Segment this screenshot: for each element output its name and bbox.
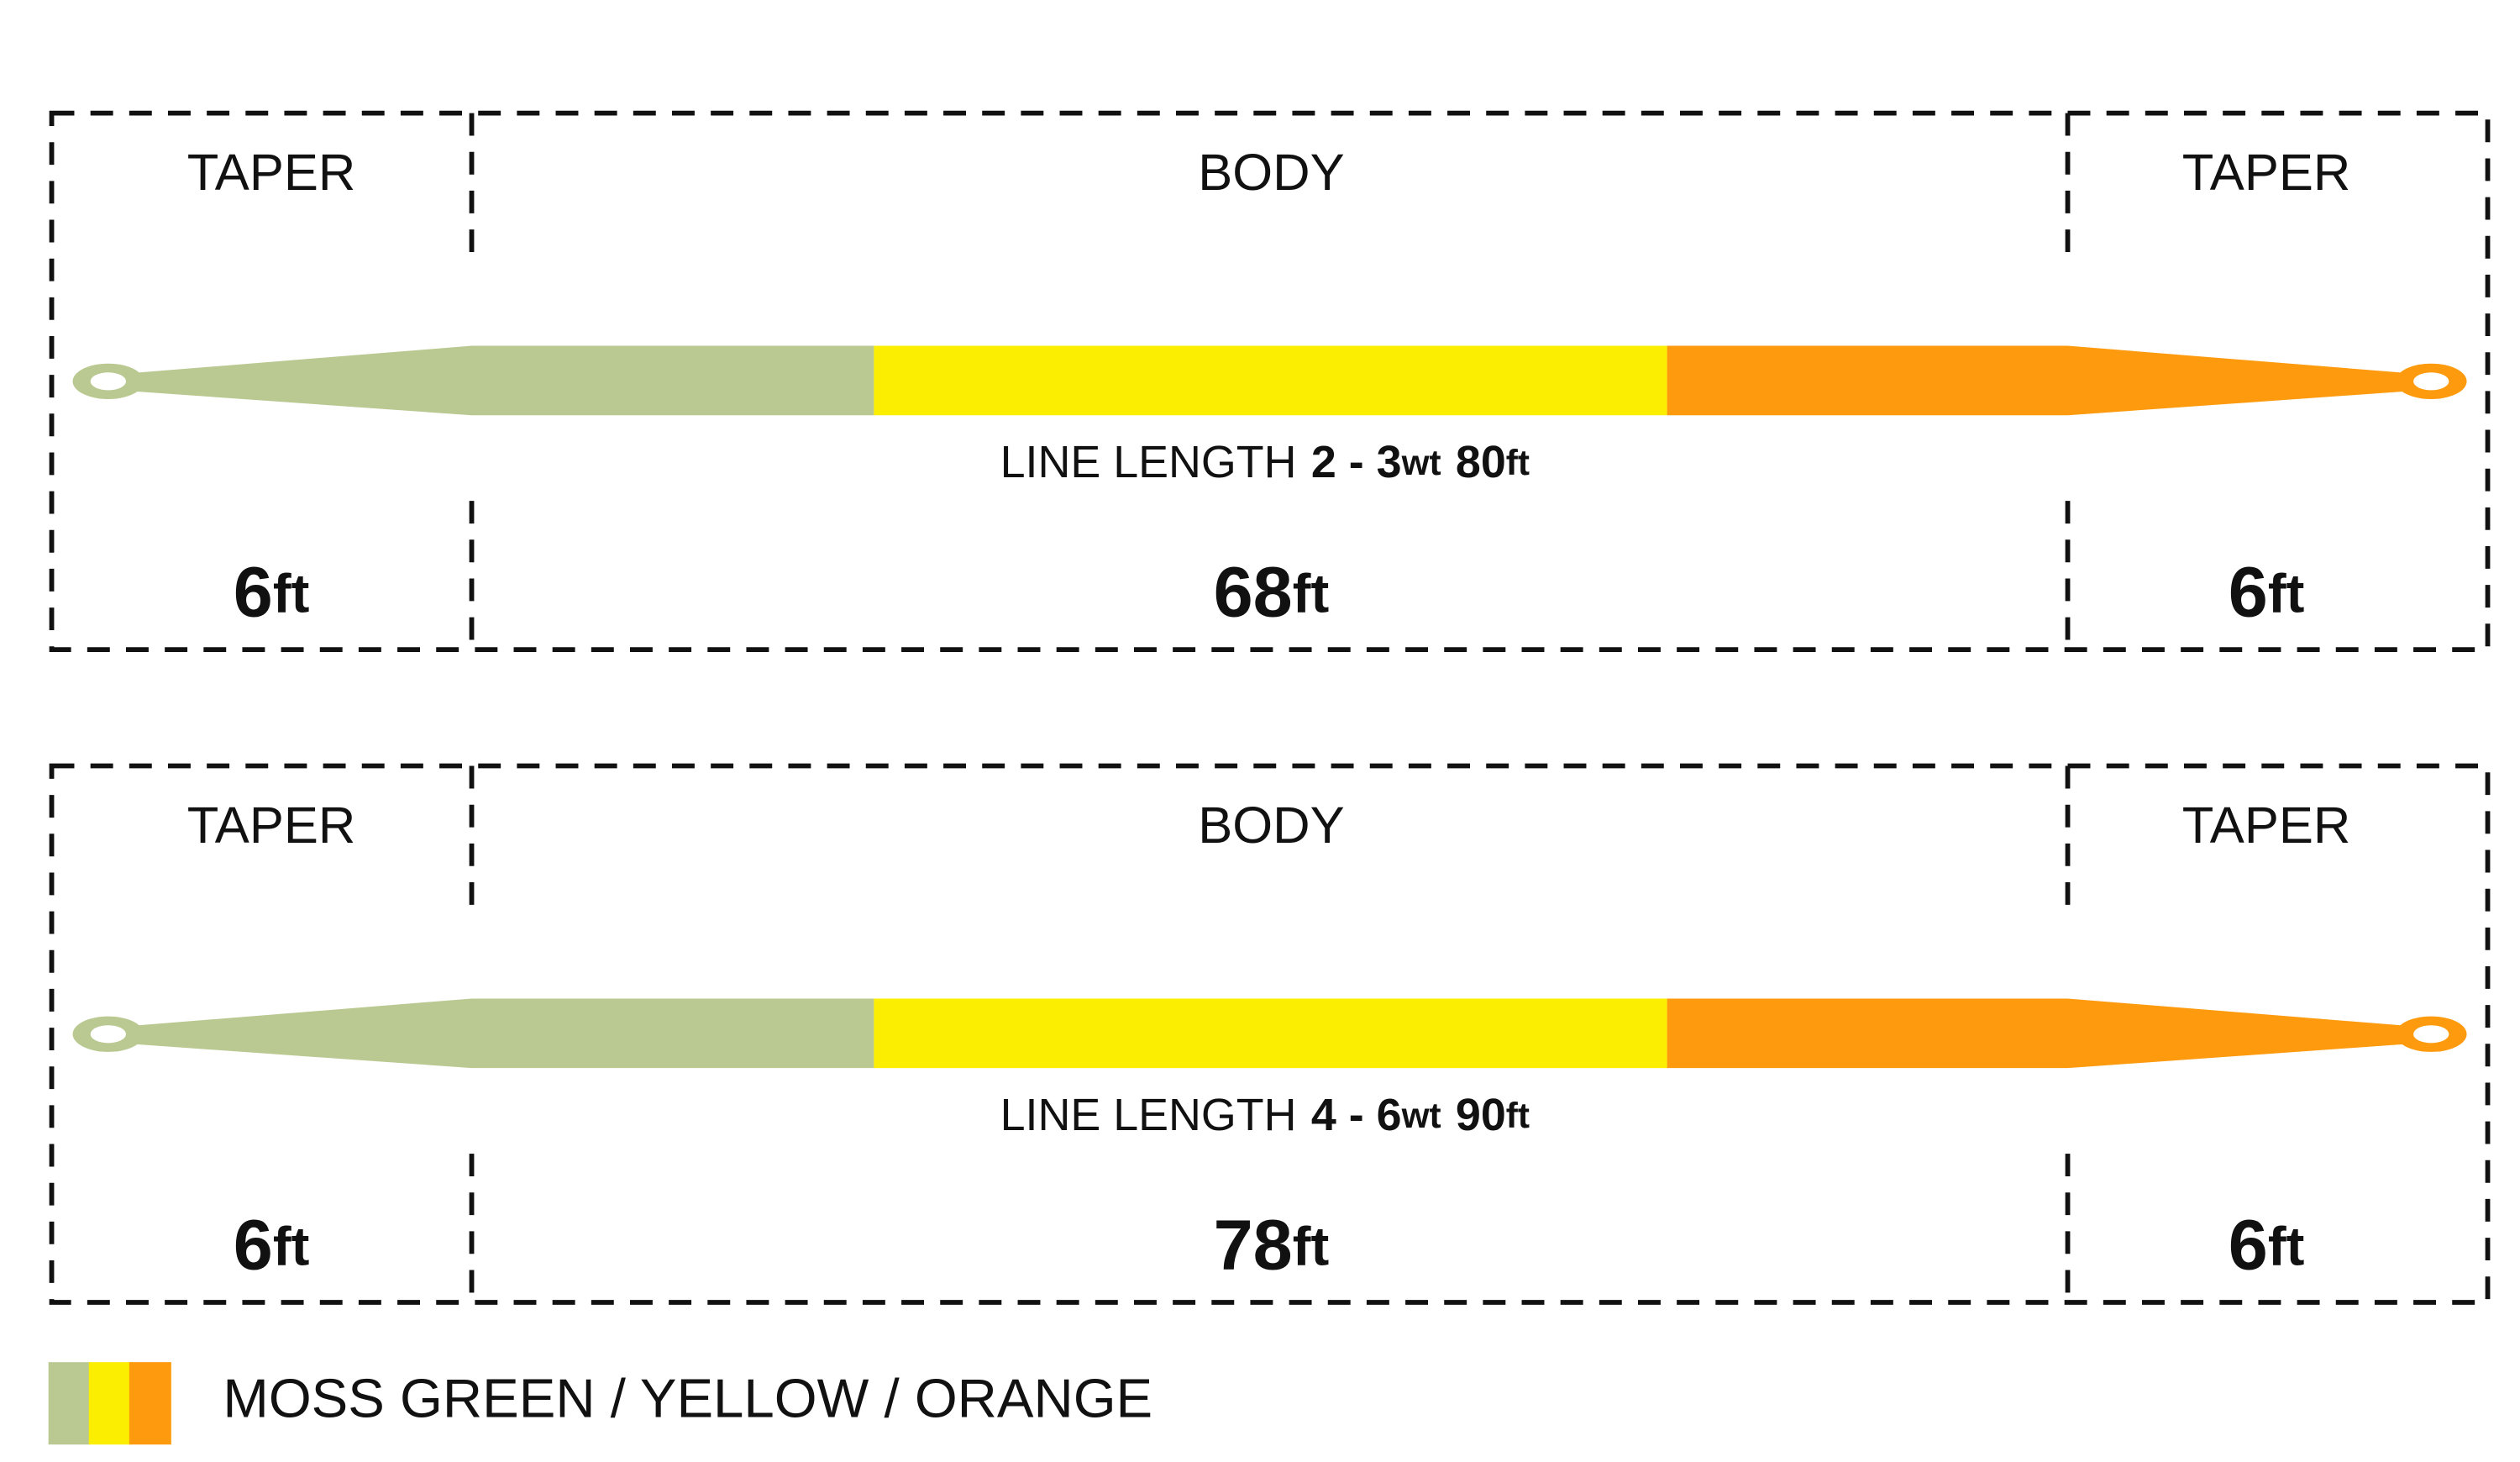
line-green — [129, 998, 874, 1069]
section-length: 6ft — [234, 1205, 310, 1285]
line-orange — [1667, 998, 2411, 1069]
loop-hole — [2413, 1025, 2449, 1044]
length-value: 6 — [2229, 1205, 2268, 1285]
section-label: TAPER — [2182, 144, 2351, 202]
line-length-value: 90 — [1456, 1090, 1506, 1140]
length-unit: ft — [273, 563, 310, 624]
line-weights: 4 - 6 — [1311, 1090, 1402, 1140]
section-length: 68ft — [1214, 552, 1330, 632]
section-length: 6ft — [2229, 552, 2305, 632]
section-length: 6ft — [234, 552, 310, 632]
line-length-prefix: LINE LENGTH — [1000, 437, 1297, 487]
loop-hole — [90, 1025, 126, 1044]
line-length-unit: ft — [1506, 1096, 1530, 1135]
section-length: 78ft — [1214, 1205, 1330, 1285]
line-green — [129, 345, 874, 416]
section-label: TAPER — [2182, 797, 2351, 855]
section-label: BODY — [1198, 144, 1344, 202]
line-yellow — [874, 345, 1667, 416]
length-value: 6 — [2229, 552, 2268, 632]
legend-swatch-green — [48, 1362, 91, 1445]
section-label: BODY — [1198, 797, 1344, 855]
line-length: LINE LENGTH 4 - 6wt 90ft — [1000, 1090, 1530, 1140]
legend-swatch-orange — [129, 1362, 171, 1445]
loop-hole — [2413, 372, 2449, 391]
section-length: 6ft — [2229, 1205, 2305, 1285]
length-unit: ft — [2268, 563, 2305, 624]
line-length-value: 80 — [1456, 437, 1506, 487]
section-label: TAPER — [187, 144, 356, 202]
line-weights: 2 - 3 — [1311, 437, 1402, 487]
weight-unit: wt — [1401, 1096, 1441, 1135]
panel-border — [49, 763, 2491, 1305]
legend-swatch-yellow — [88, 1362, 131, 1445]
length-value: 78 — [1214, 1205, 1293, 1285]
line-yellow — [874, 998, 1667, 1069]
length-unit: ft — [273, 1216, 310, 1277]
length-value: 68 — [1214, 552, 1293, 632]
length-unit: ft — [2268, 1216, 2305, 1277]
legend-label: MOSS GREEN / YELLOW / ORANGE — [223, 1367, 1152, 1428]
length-value: 6 — [234, 552, 273, 632]
line-length-unit: ft — [1506, 443, 1530, 482]
line-length-prefix: LINE LENGTH — [1000, 1090, 1297, 1140]
weight-unit: wt — [1401, 443, 1441, 482]
loop-hole — [90, 372, 126, 391]
section-label: TAPER — [187, 797, 356, 855]
line-orange — [1667, 345, 2411, 416]
line-length: LINE LENGTH 2 - 3wt 80ft — [1000, 437, 1530, 487]
length-value: 6 — [234, 1205, 273, 1285]
panel-border — [49, 110, 2491, 652]
length-unit: ft — [1293, 563, 1330, 624]
length-unit: ft — [1293, 1216, 1330, 1277]
